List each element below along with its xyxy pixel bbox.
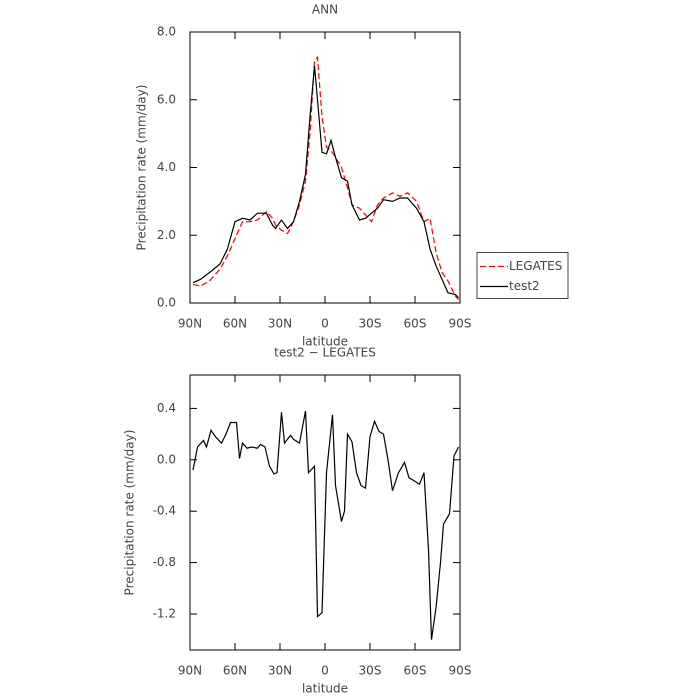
y-tick-label: 0.4 xyxy=(157,401,176,415)
y-tick-label: 0.0 xyxy=(157,296,176,310)
y-tick-label: 4.0 xyxy=(157,160,176,174)
y-tick-label: -0.8 xyxy=(153,555,176,569)
data-line xyxy=(192,65,459,299)
x-tick-label: 0 xyxy=(321,664,329,678)
legend-box xyxy=(476,252,569,299)
x-tick-label: 90N xyxy=(178,317,202,331)
legend-label: LEGATES xyxy=(509,259,562,273)
x-tick-label: 60N xyxy=(223,317,247,331)
y-axis-label: Precipitation rate (mm/day) xyxy=(135,85,149,251)
x-axis-label: latitude xyxy=(302,335,348,349)
y-tick-label: 0.0 xyxy=(157,452,176,466)
chart-title: test2 − LEGATES xyxy=(274,346,376,360)
legend-label: test2 xyxy=(509,279,540,293)
x-tick-label: 60N xyxy=(223,664,247,678)
data-line xyxy=(192,55,459,300)
plot-frame xyxy=(189,31,461,304)
x-tick-label: 60S xyxy=(404,664,427,678)
y-tick-label: 2.0 xyxy=(157,228,176,242)
x-tick-label: 30S xyxy=(359,317,382,331)
x-tick-label: 30S xyxy=(359,664,382,678)
data-line xyxy=(192,410,460,640)
x-tick-label: 90S xyxy=(449,664,472,678)
x-tick-label: 90N xyxy=(178,664,202,678)
y-tick-label: 8.0 xyxy=(157,25,176,39)
y-axis-label: Precipitation rate (mm/day) xyxy=(123,430,137,596)
x-tick-label: 0 xyxy=(321,317,329,331)
x-tick-label: 30N xyxy=(268,664,292,678)
y-tick-label: -0.4 xyxy=(153,504,176,518)
x-tick-label: 30N xyxy=(268,317,292,331)
x-axis-label: latitude xyxy=(302,682,348,696)
y-tick-label: -1.2 xyxy=(153,607,176,621)
y-tick-label: 6.0 xyxy=(157,92,176,106)
chart-title: ANN xyxy=(312,3,338,17)
x-tick-label: 60S xyxy=(404,317,427,331)
x-tick-label: 90S xyxy=(449,317,472,331)
